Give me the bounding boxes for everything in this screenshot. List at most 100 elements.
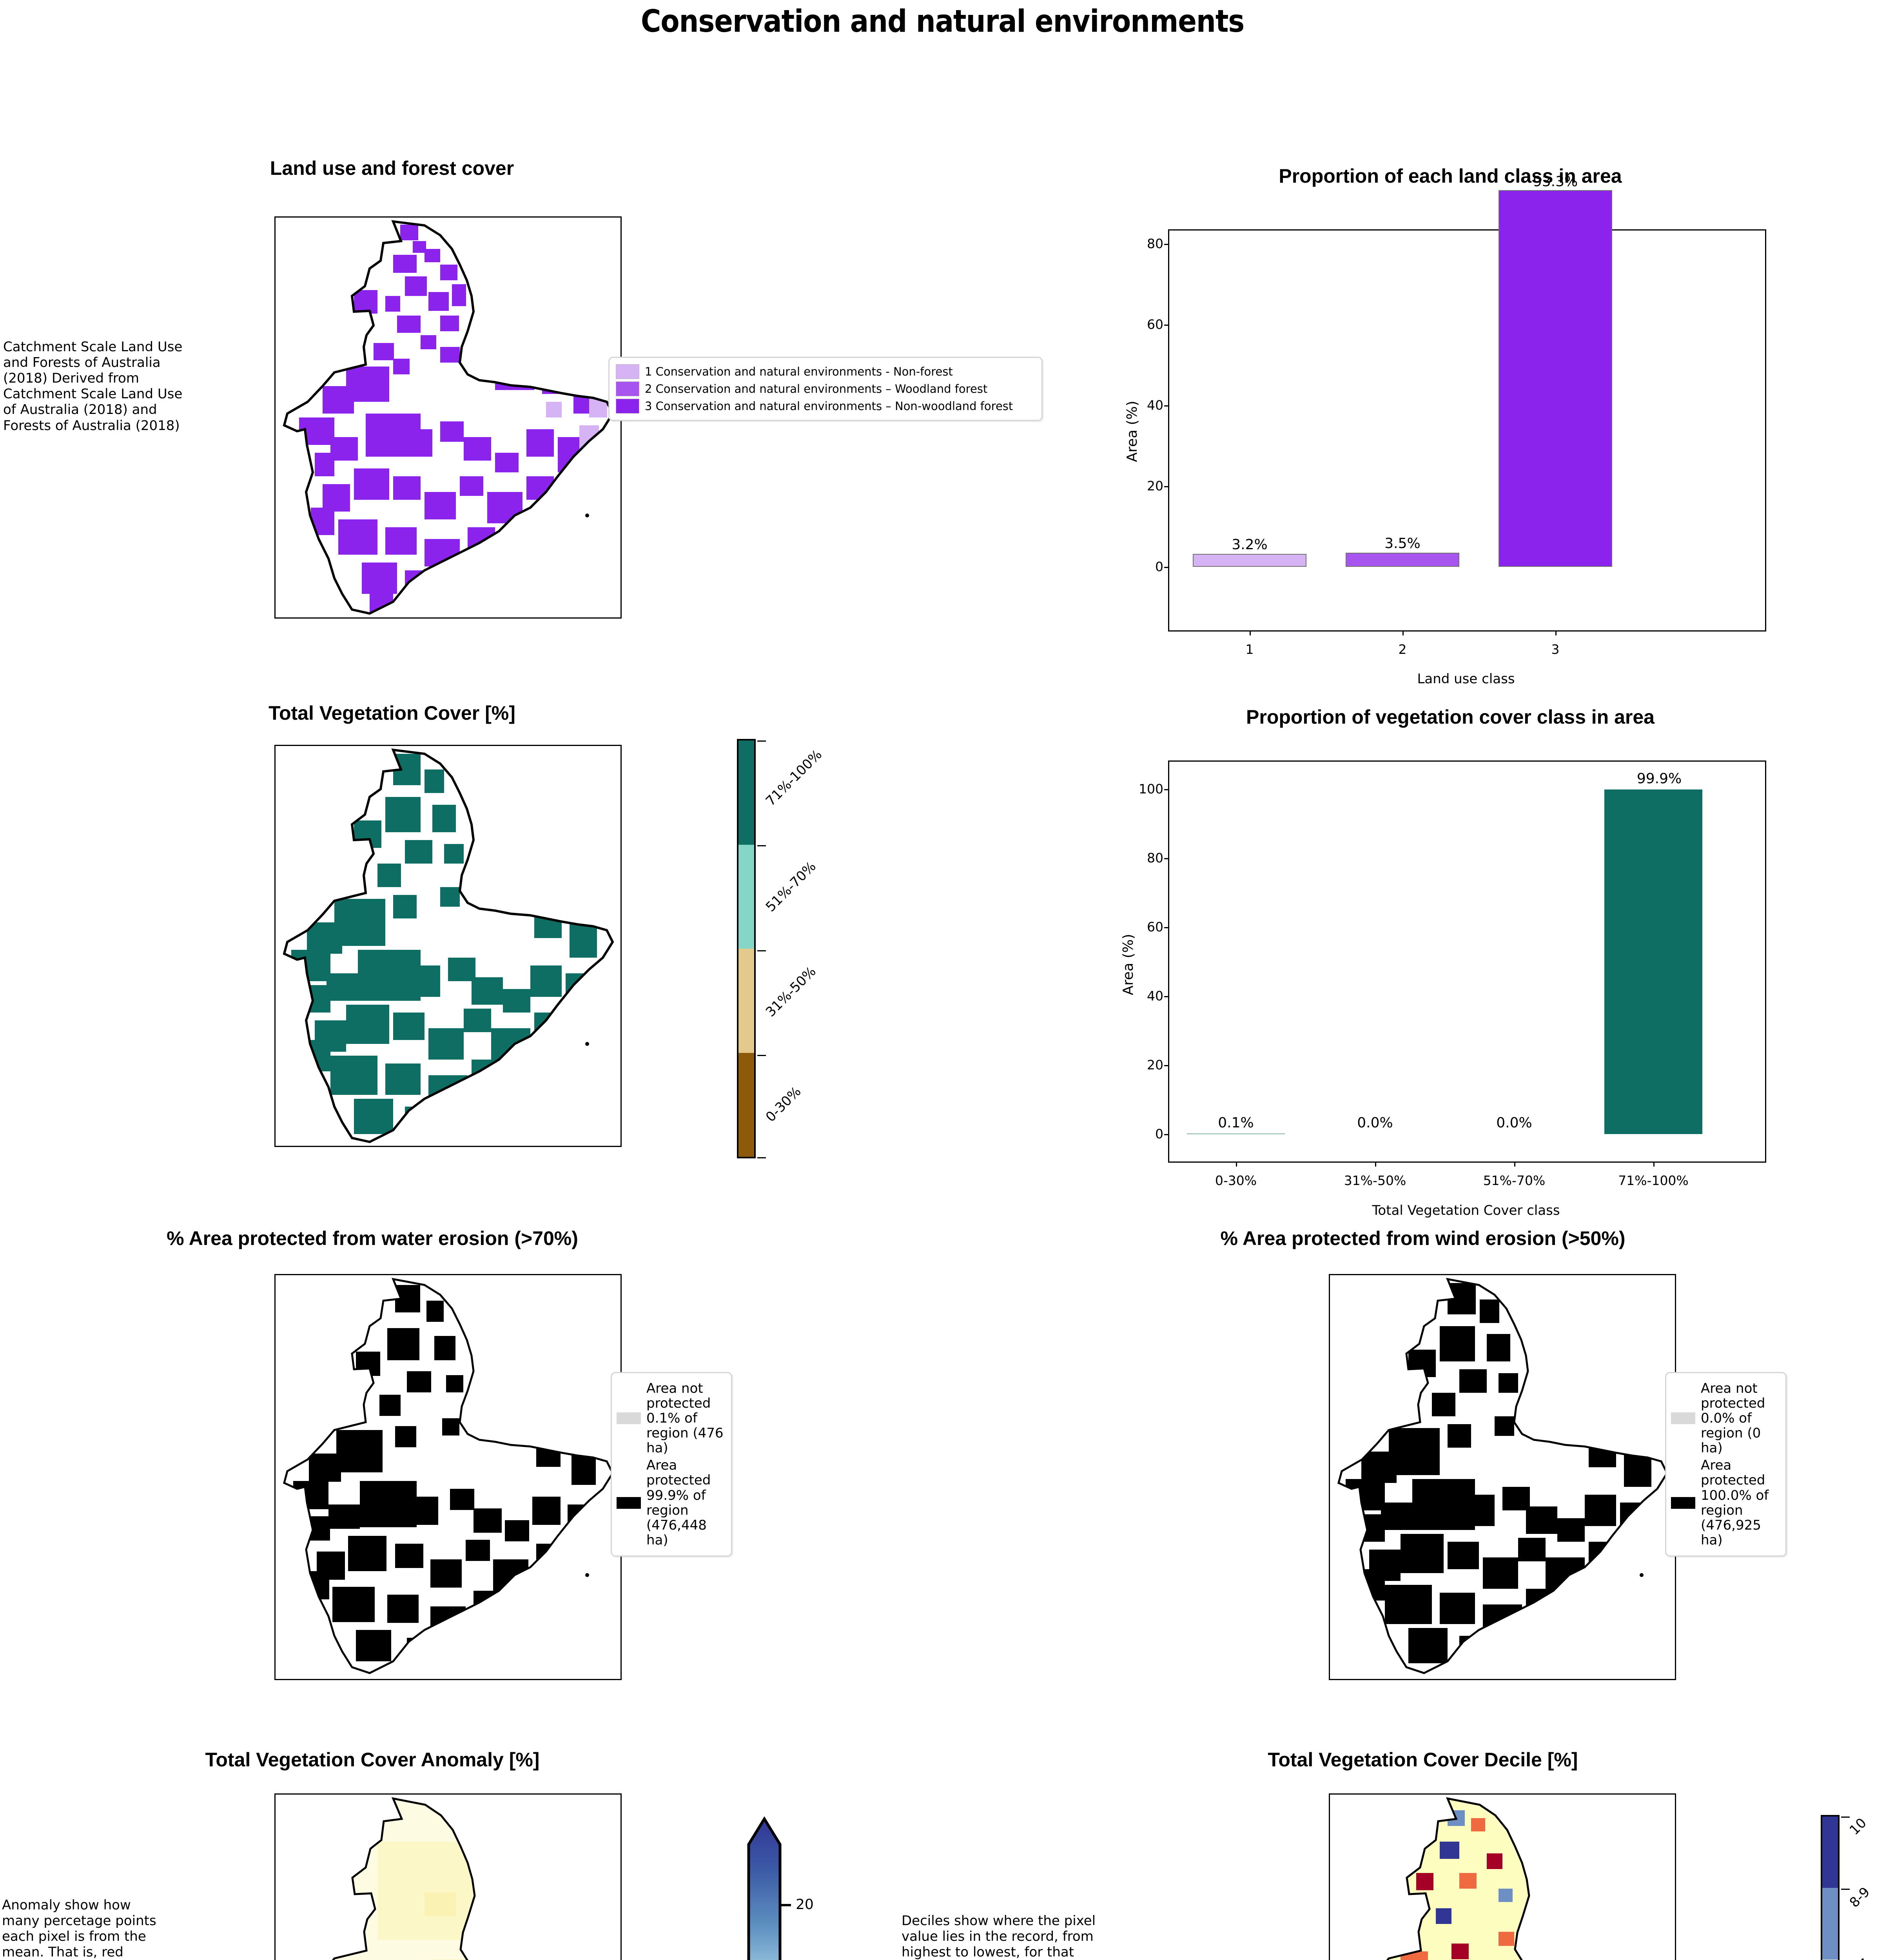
xtick-veg-71-100: 71%-100% bbox=[1618, 1173, 1689, 1188]
bar-veg-71-100[interactable] bbox=[1604, 789, 1702, 1134]
xtick-veg-31-50: 31%-50% bbox=[1344, 1173, 1406, 1188]
legend-item[interactable]: Area protected 99.9% of region (476,448 … bbox=[617, 1457, 726, 1548]
page-title: Conservation and natural environments bbox=[640, 4, 1245, 39]
water-erosion-map-title: % Area protected from water erosion (>70… bbox=[167, 1227, 578, 1249]
bar-class-2[interactable] bbox=[1346, 553, 1459, 567]
colorbar-segment-51-70 bbox=[738, 844, 754, 949]
legend-label-protected: Area protected 100.0% of region (476,925… bbox=[1701, 1457, 1769, 1548]
land-class-chart-title: Proportion of each land class in area bbox=[1279, 165, 1622, 187]
decile-label-8-9: 8-9 bbox=[1846, 1884, 1873, 1911]
water-erosion-map[interactable] bbox=[274, 1274, 622, 1680]
bar-class-1[interactable] bbox=[1193, 554, 1306, 567]
wind-erosion-map[interactable] bbox=[1329, 1274, 1676, 1680]
ytick-20: 20 bbox=[1147, 478, 1163, 494]
legend-label-protected: Area protected 99.9% of region (476,448 … bbox=[646, 1457, 711, 1548]
legend-item[interactable]: 2 Conservation and natural environments … bbox=[616, 381, 1035, 396]
water-erosion-map-raster bbox=[283, 1278, 614, 1674]
wind-erosion-map-title: % Area protected from wind erosion (>50%… bbox=[1220, 1227, 1626, 1249]
decile-map-raster bbox=[1339, 1797, 1668, 1960]
legend-swatch-protected bbox=[617, 1497, 641, 1509]
bar-label-veg-51-70: 0.0% bbox=[1496, 1115, 1532, 1131]
decile-colorbar[interactable] bbox=[1821, 1815, 1850, 1960]
veg-cover-map[interactable] bbox=[274, 745, 622, 1147]
colorbar-label-0-30: 0-30% bbox=[762, 1083, 804, 1125]
legend-item[interactable]: Area not protected 0.0% of region (0 ha) bbox=[1671, 1381, 1781, 1455]
decile-map[interactable] bbox=[1329, 1793, 1676, 1960]
decile-label-10: 10 bbox=[1846, 1815, 1870, 1838]
colorbar-segment-8-9 bbox=[1822, 1888, 1838, 1960]
legend-swatch-protected bbox=[1671, 1497, 1695, 1509]
land-class-chart-plot-area[interactable]: 0 20 40 60 80 3.2% 3.5% 93.3% 1 2 3 bbox=[1147, 174, 1766, 657]
bar-label-veg-31-50: 0.0% bbox=[1357, 1115, 1393, 1131]
legend-swatch-class-2 bbox=[616, 381, 639, 396]
decile-label-4-7: 4-7 bbox=[1847, 1956, 1873, 1960]
colorbar-label-31-50: 31%-50% bbox=[762, 964, 819, 1020]
ytick-40: 40 bbox=[1147, 397, 1163, 413]
anomaly-map-title: Total Vegetation Cover Anomaly [%] bbox=[205, 1749, 540, 1771]
xtick-veg-0-30: 0-30% bbox=[1215, 1173, 1257, 1188]
bar-label-class-1: 3.2% bbox=[1232, 537, 1268, 553]
legend-item[interactable]: 3 Conservation and natural environments … bbox=[616, 399, 1035, 414]
veg-cover-colorbar[interactable] bbox=[737, 739, 766, 1158]
legend-swatch-class-1 bbox=[616, 364, 639, 379]
legend-item[interactable]: 1 Conservation and natural environments … bbox=[616, 364, 1035, 379]
legend-swatch-not-protected bbox=[1671, 1412, 1695, 1425]
legend-swatch-class-3 bbox=[616, 399, 639, 414]
veg-class-chart-plot-area[interactable]: 0 20 40 60 80 100 0.1% 0.0% 0.0% 99.9% 0… bbox=[1139, 760, 1766, 1188]
legend-swatch-not-protected bbox=[617, 1412, 641, 1425]
land-class-chart-xlabel: Land use class bbox=[1417, 671, 1515, 687]
legend-label-class-1: 1 Conservation and natural environments … bbox=[645, 365, 953, 378]
bar-label-class-3: 93.3% bbox=[1533, 174, 1578, 190]
ytick-v60: 60 bbox=[1147, 919, 1163, 935]
legend-item[interactable]: Area not protected 0.1% of region (476 h… bbox=[617, 1381, 726, 1455]
wind-erosion-map-raster bbox=[1337, 1278, 1668, 1674]
xtick-2: 2 bbox=[1398, 642, 1407, 657]
legend-label-not-protected: Area not protected 0.0% of region (0 ha) bbox=[1701, 1381, 1765, 1456]
legend-label-class-2: 2 Conservation and natural environments … bbox=[645, 382, 988, 396]
ytick-60: 60 bbox=[1147, 317, 1163, 332]
colorbar-segment-0-30 bbox=[738, 1053, 754, 1157]
anomaly-map-raster bbox=[284, 1797, 613, 1960]
xtick-3: 3 bbox=[1551, 642, 1560, 657]
land-class-chart-ylabel: Area (%) bbox=[1124, 401, 1140, 462]
legend-label-not-protected: Area not protected 0.1% of region (476 h… bbox=[646, 1381, 724, 1456]
ytick-v100: 100 bbox=[1139, 781, 1163, 797]
ytick-v40: 40 bbox=[1147, 988, 1163, 1004]
ytick-v80: 80 bbox=[1147, 850, 1163, 866]
anomaly-sidenote: Anomaly show how many percetage points e… bbox=[2, 1897, 156, 1960]
anomaly-map[interactable] bbox=[274, 1793, 622, 1960]
legend-label-class-3: 3 Conservation and natural environments … bbox=[645, 399, 1013, 413]
veg-class-chart-ylabel: Area (%) bbox=[1120, 934, 1136, 995]
xtick-1: 1 bbox=[1245, 642, 1254, 657]
wind-erosion-legend[interactable]: Area not protected 0.0% of region (0 ha)… bbox=[1665, 1372, 1787, 1557]
bar-label-veg-71-100: 99.9% bbox=[1636, 771, 1682, 787]
ytick-v0: 0 bbox=[1155, 1126, 1163, 1142]
colorbar-segment-10 bbox=[1822, 1817, 1838, 1888]
land-use-legend[interactable]: 1 Conservation and natural environments … bbox=[608, 357, 1043, 421]
veg-cover-map-raster bbox=[283, 748, 614, 1143]
xtick-veg-51-70: 51%-70% bbox=[1483, 1173, 1546, 1188]
land-use-map[interactable] bbox=[274, 216, 622, 619]
ytick-v20: 20 bbox=[1147, 1057, 1163, 1073]
bar-label-veg-0-30: 0.1% bbox=[1218, 1115, 1254, 1131]
colorbar-label-71-100: 71%-100% bbox=[762, 747, 825, 809]
decile-sidenote: Deciles show where the pixel value lies … bbox=[902, 1913, 1096, 1960]
ytick-0: 0 bbox=[1155, 559, 1163, 574]
colorbar-segment-71-100 bbox=[738, 740, 754, 845]
veg-class-chart-xlabel: Total Vegetation Cover class bbox=[1372, 1203, 1560, 1218]
land-use-map-title: Land use and forest cover bbox=[270, 157, 514, 179]
water-erosion-legend[interactable]: Area not protected 0.1% of region (476 h… bbox=[611, 1372, 732, 1557]
land-use-map-raster bbox=[283, 220, 614, 615]
colorbar-label-51-70: 51%-70% bbox=[762, 858, 819, 915]
legend-item[interactable]: Area protected 100.0% of region (476,925… bbox=[1671, 1457, 1781, 1548]
anomaly-tick-20: 20 bbox=[796, 1896, 814, 1913]
land-use-sidenote: Catchment Scale Land Use and Forests of … bbox=[3, 339, 183, 434]
bar-class-3[interactable] bbox=[1499, 190, 1612, 567]
anomaly-colorbar[interactable] bbox=[745, 1811, 823, 1960]
colorbar-segment-31-50 bbox=[738, 949, 754, 1053]
ytick-80: 80 bbox=[1147, 236, 1163, 251]
veg-class-chart-title: Proportion of vegetation cover class in … bbox=[1246, 706, 1655, 728]
bar-label-class-2: 3.5% bbox=[1384, 535, 1421, 552]
veg-cover-map-title: Total Vegetation Cover [%] bbox=[269, 702, 515, 724]
decile-map-title: Total Vegetation Cover Decile [%] bbox=[1268, 1749, 1578, 1771]
